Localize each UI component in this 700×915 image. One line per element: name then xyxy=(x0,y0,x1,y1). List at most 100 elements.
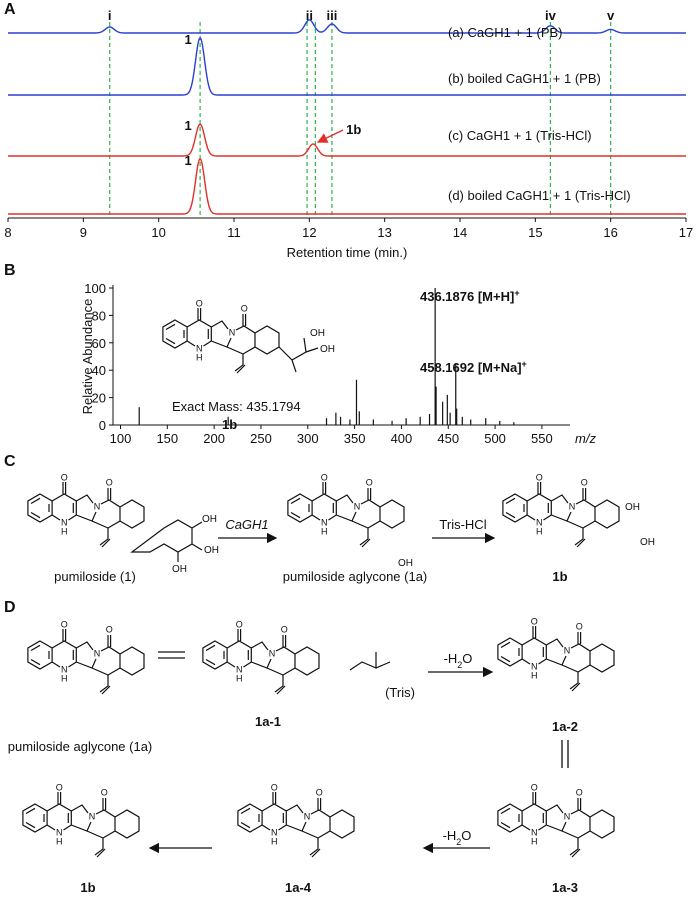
panel-label: B xyxy=(4,262,16,279)
x-tick-label: 13 xyxy=(377,225,391,240)
structure xyxy=(503,472,619,547)
x-tick-label: 250 xyxy=(250,431,272,446)
atom: OH xyxy=(398,558,413,569)
compound-label: pumiloside aglycone (1a) xyxy=(283,569,428,584)
compound-label: pumiloside aglycone (1a) xyxy=(8,739,153,754)
peak-label: iii xyxy=(327,8,338,23)
text-part: 458.1692 xyxy=(420,360,474,375)
text-part: 436.1876 xyxy=(420,289,474,304)
compound-label: 1b xyxy=(222,417,237,432)
y-tick-label: 20 xyxy=(92,391,106,406)
y-axis-label: Relative Abundance xyxy=(80,299,95,415)
x-tick-label: 300 xyxy=(297,431,319,446)
compound-label: 1a-2 xyxy=(552,719,578,734)
equilibrium xyxy=(158,651,185,659)
compound-label: 1b xyxy=(80,880,95,895)
text-part: -H xyxy=(443,828,457,843)
annotation-arrow xyxy=(316,129,344,143)
x-tick-label: 15 xyxy=(528,225,542,240)
x-tick-label: 450 xyxy=(437,431,459,446)
trace xyxy=(8,157,686,215)
compound-label: 1b xyxy=(552,569,567,584)
x-tick-label: 200 xyxy=(203,431,225,446)
peak-label: v xyxy=(607,8,615,23)
atom: OH xyxy=(625,502,640,513)
compound-label: 1 xyxy=(184,153,191,168)
text-part: O xyxy=(462,651,472,666)
x-tick-label: 11 xyxy=(227,225,241,240)
atom: OH xyxy=(204,545,219,556)
atom: OH xyxy=(640,537,655,548)
atom: OH xyxy=(172,564,187,575)
compound-label: pumiloside (1) xyxy=(54,569,136,584)
structure xyxy=(349,652,391,671)
x-tick-label: 150 xyxy=(156,431,178,446)
atom: OH xyxy=(202,514,217,525)
y-tick-label: 100 xyxy=(84,281,106,296)
reagent: Tris-HCl xyxy=(439,517,486,532)
trace-label: (d) boiled CaGH1 + 1 (Tris-HCl) xyxy=(448,188,631,203)
x-tick-label: 350 xyxy=(344,431,366,446)
tris-label: (Tris) xyxy=(385,685,415,700)
x-tick-label: 8 xyxy=(4,225,11,240)
text-part: + xyxy=(514,288,519,298)
x-tick-label: 9 xyxy=(80,225,87,240)
structure xyxy=(23,782,139,857)
x-tick-label: 500 xyxy=(484,431,506,446)
trace xyxy=(8,19,686,34)
reagent: -H2O xyxy=(443,828,472,847)
trace-label: (a) CaGH1 + 1 (PB) xyxy=(448,25,563,40)
structure xyxy=(278,337,319,373)
trace xyxy=(8,37,686,96)
structure xyxy=(163,298,279,373)
structure xyxy=(498,782,614,857)
text-part: -H xyxy=(444,651,458,666)
text-part: O xyxy=(461,828,471,843)
x-axis-label: m/z xyxy=(575,431,596,446)
x-tick-label: 400 xyxy=(391,431,413,446)
atom: OH xyxy=(310,328,325,339)
trace xyxy=(8,123,686,157)
annotation: 1b xyxy=(346,122,361,137)
y-tick-label: 60 xyxy=(92,336,106,351)
compound-label: 1a-1 xyxy=(255,714,281,729)
peak-annotation: 458.1692 [M+Na]+ xyxy=(420,359,527,375)
text-part: + xyxy=(522,359,527,369)
trace-label: (c) CaGH1 + 1 (Tris-HCl) xyxy=(448,128,592,143)
y-tick-label: 0 xyxy=(99,418,106,433)
x-tick-label: 12 xyxy=(302,225,316,240)
peak-label: i xyxy=(108,8,112,23)
equilibrium xyxy=(561,740,569,768)
x-tick-label: 550 xyxy=(531,431,553,446)
structure xyxy=(238,782,354,857)
compound-label: 1a-3 xyxy=(552,880,578,895)
peak-label: iv xyxy=(545,8,557,23)
panel-label: A xyxy=(4,1,16,18)
reagent: -H2O xyxy=(444,651,473,670)
compound-label: 1 xyxy=(184,118,191,133)
structure xyxy=(28,619,144,694)
panel-label: C xyxy=(4,453,16,470)
peak-annotation: 436.1876 [M+H]+ xyxy=(420,288,520,304)
structure xyxy=(130,519,203,562)
trace-label: (b) boiled CaGH1 + 1 (PB) xyxy=(448,71,601,86)
text-part: 2 xyxy=(456,837,461,847)
compound-label: 1 xyxy=(184,32,191,47)
compound-label: 1a-4 xyxy=(285,880,312,895)
y-tick-label: 40 xyxy=(92,363,106,378)
text-part: 2 xyxy=(457,660,462,670)
mass-spectrum: 0 20 40 60 80 100 100 150 200 250 300 350 400 450 500 5… xyxy=(80,281,596,446)
exact-mass: Exact Mass: 435.1794 xyxy=(172,399,301,414)
x-axis-label: Retention time (min.) xyxy=(287,245,408,260)
x-tick-label: 17 xyxy=(679,225,693,240)
panel-label: D xyxy=(4,599,16,616)
structure xyxy=(288,472,404,547)
peak-label: ii xyxy=(306,8,313,23)
x-tick-label: 14 xyxy=(453,225,467,240)
x-tick-label: 16 xyxy=(603,225,617,240)
x-tick-label: 100 xyxy=(110,431,132,446)
text-part: [M+H] xyxy=(474,289,514,304)
chromatogram: i ii iii iv v(a) CaGH1 + 1 (PB)(b) boiled Ca… xyxy=(4,8,693,260)
structure xyxy=(203,619,319,694)
